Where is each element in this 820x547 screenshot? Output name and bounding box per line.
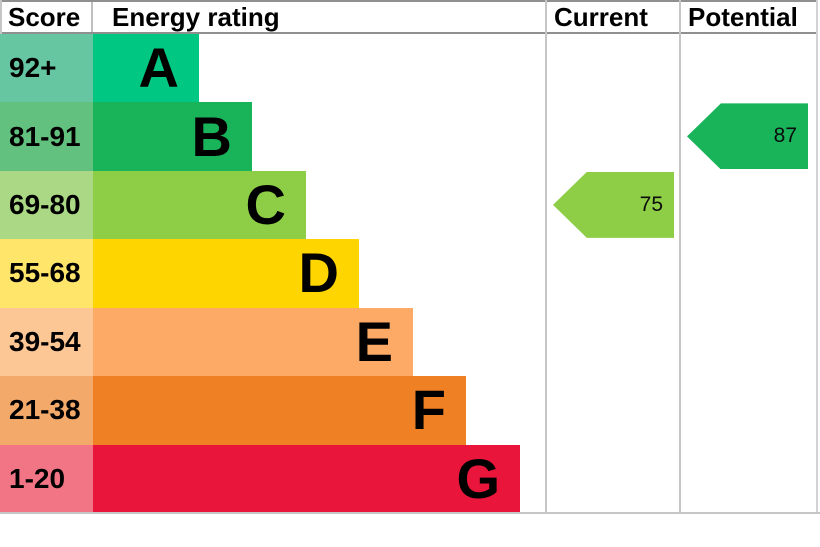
band-row-g: 1-20 G — [0, 444, 820, 513]
band-letter-f: F — [411, 378, 446, 442]
score-range-a: 92+ — [0, 34, 93, 103]
score-range-d: 55-68 — [0, 239, 93, 308]
band-rows: 92+ A 81-91 B 69-80 C 55-68 D 39-54 E 21-38 F 1-20 G — [0, 34, 820, 513]
bottom-border-line — [0, 512, 820, 514]
score-range-b: 81-91 — [0, 102, 93, 171]
band-letter-e: E — [355, 309, 393, 373]
score-range-f: 21-38 — [0, 376, 93, 445]
band-row-b: 81-91 B — [0, 102, 820, 171]
band-letter-b: B — [191, 104, 232, 168]
energy-rating-column-header: Energy rating — [112, 2, 280, 32]
score-range-c: 69-80 — [0, 170, 93, 240]
potential-column-divider — [679, 0, 681, 514]
band-bar-a: A — [93, 34, 199, 103]
band-letter-a: A — [138, 36, 179, 100]
band-bar-g: G — [93, 444, 520, 513]
chart-header: Score Energy rating Current Potential — [0, 0, 818, 34]
current-column-divider — [545, 0, 547, 514]
band-bar-b: B — [93, 102, 252, 171]
band-bar-e: E — [93, 307, 413, 377]
current-rating-value: 75 — [639, 192, 663, 216]
band-bar-d: D — [93, 239, 359, 308]
band-bar-c: C — [93, 170, 306, 240]
band-row-a: 92+ A — [0, 34, 820, 103]
potential-column-header: Potential — [688, 2, 798, 32]
band-bar-f: F — [93, 376, 466, 445]
band-row-d: 55-68 D — [0, 239, 820, 308]
right-border-line — [816, 0, 818, 514]
left-border-line — [0, 0, 2, 34]
band-row-c: 69-80 C — [0, 170, 820, 240]
band-letter-c: C — [245, 173, 286, 237]
potential-rating-value: 87 — [773, 124, 797, 148]
score-range-e: 39-54 — [0, 307, 93, 377]
band-row-f: 21-38 F — [0, 376, 820, 445]
band-letter-g: G — [456, 446, 500, 510]
band-letter-d: D — [298, 241, 339, 305]
band-row-e: 39-54 E — [0, 307, 820, 377]
current-column-header: Current — [554, 2, 648, 32]
score-range-g: 1-20 — [0, 444, 93, 513]
score-energy-divider — [91, 2, 93, 32]
score-column-header: Score — [8, 2, 81, 32]
